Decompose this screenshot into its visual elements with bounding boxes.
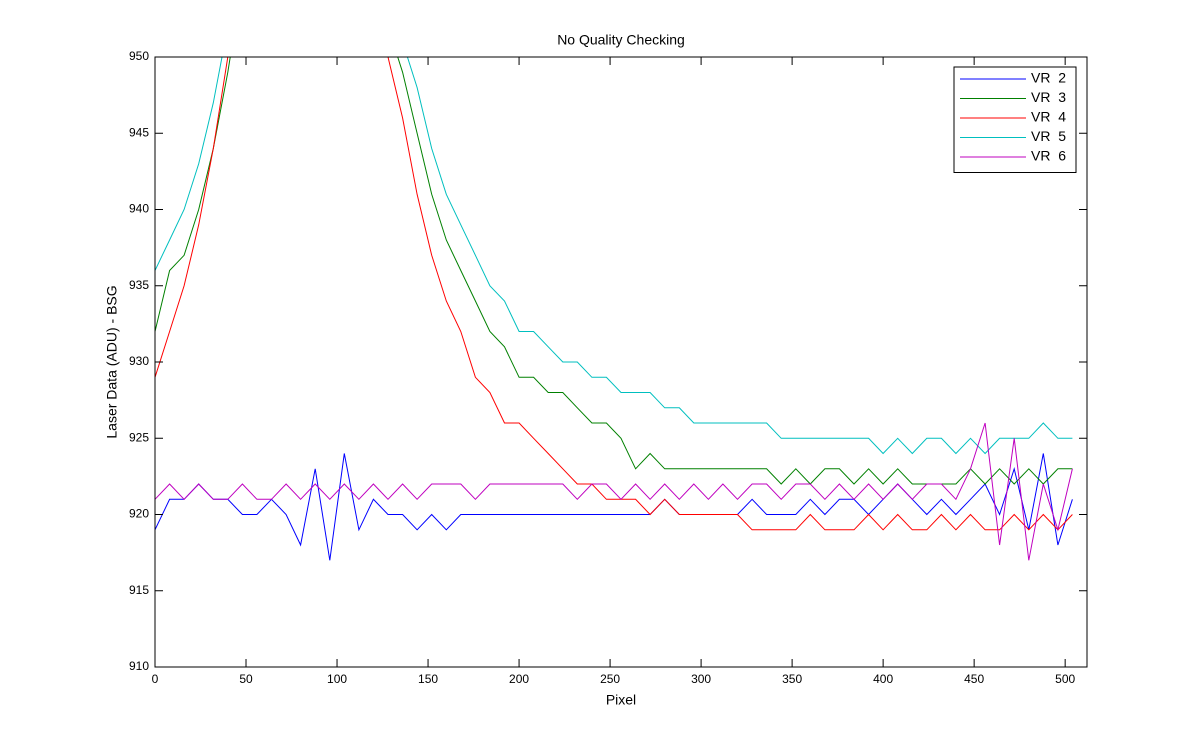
y-tick-label: 940 [129, 202, 149, 216]
x-tick-label: 150 [418, 672, 438, 686]
legend-label: VR 6 [1031, 148, 1066, 164]
y-tick-label: 935 [129, 278, 149, 292]
x-tick-label: 450 [964, 672, 984, 686]
legend-label: VR 4 [1031, 109, 1066, 125]
y-tick-label: 925 [129, 430, 149, 444]
legend-label: VR 5 [1031, 128, 1066, 144]
y-tick-label: 910 [129, 659, 149, 673]
x-tick-label: 500 [1055, 672, 1075, 686]
series-line [155, 422, 1073, 561]
series-line [155, 453, 1073, 561]
series-line [155, 57, 1073, 455]
x-tick-label: 200 [509, 672, 529, 686]
lines [155, 57, 1073, 561]
x-tick-label: 250 [600, 672, 620, 686]
plot-area [155, 57, 1087, 667]
y-tick-label: 950 [129, 49, 149, 63]
y-tick-label: 915 [129, 583, 149, 597]
x-axis-label: Pixel [606, 692, 636, 708]
chart-title: No Quality Checking [557, 32, 685, 48]
legend-label: VR 3 [1031, 89, 1066, 105]
x-tick-label: 300 [691, 672, 711, 686]
x-tick-label: 0 [152, 672, 159, 686]
x-tick-label: 100 [327, 672, 347, 686]
y-tick-label: 920 [129, 507, 149, 521]
series-line [155, 57, 1073, 485]
y-tick-label: 945 [129, 125, 149, 139]
legend-box [953, 66, 1077, 173]
x-tick-label: 350 [782, 672, 802, 686]
legend-label: VR 2 [1031, 70, 1066, 86]
y-axis-label: Laser Data (ADU) - BSG [104, 285, 120, 438]
x-tick-label: 50 [239, 672, 253, 686]
y-tick-label: 930 [129, 354, 149, 368]
x-tick-label: 400 [873, 672, 893, 686]
series-line [155, 57, 1073, 531]
